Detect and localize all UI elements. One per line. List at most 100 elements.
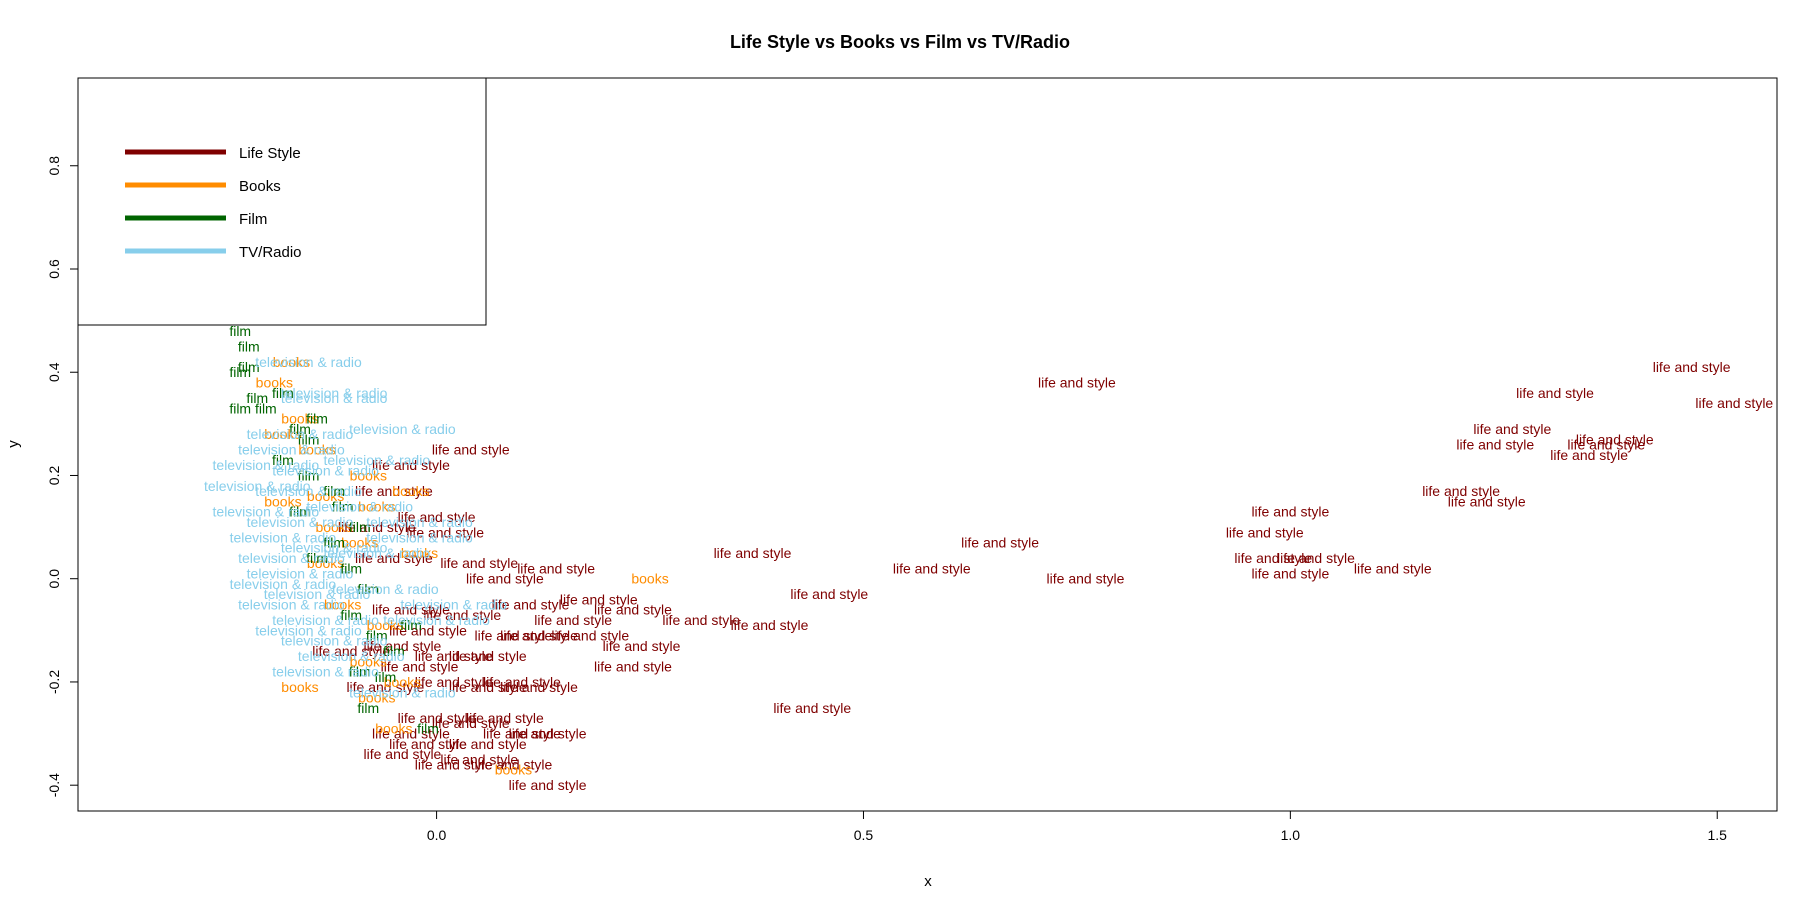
data-point: film	[229, 400, 251, 416]
y-tick-label: 0.4	[46, 362, 62, 382]
data-point: life and style	[346, 679, 424, 695]
data-point: books	[401, 545, 438, 561]
data-point: television & radio	[400, 597, 507, 613]
legend-label: Books	[239, 178, 281, 195]
data-point: television & radio	[213, 457, 320, 473]
data-point: television & radio	[247, 426, 354, 442]
data-point: film	[340, 560, 362, 576]
data-point: life and style	[714, 545, 792, 561]
data-point: books	[281, 411, 318, 427]
data-point: books	[367, 617, 404, 633]
data-point: life and style	[338, 519, 416, 535]
data-point: television & radio	[238, 442, 345, 458]
data-point: books	[256, 375, 293, 391]
data-point: books	[350, 653, 387, 669]
data-point: life and style	[1550, 447, 1628, 463]
data-point: books	[495, 762, 532, 778]
data-point: film	[289, 504, 311, 520]
legend-label: Film	[239, 211, 267, 228]
data-point: books	[392, 483, 429, 499]
data-point: film	[246, 390, 268, 406]
data-point: books	[341, 535, 378, 551]
x-axis-label: x	[924, 873, 932, 890]
data-point: life and style	[500, 679, 578, 695]
data-point: life and style	[398, 710, 476, 726]
data-point: life and style	[1567, 437, 1645, 453]
data-point: film	[238, 338, 260, 354]
data-point: film	[349, 664, 371, 680]
data-point: life and style	[1448, 493, 1526, 509]
data-point: television & radio	[272, 612, 379, 628]
data-point: film	[238, 359, 260, 375]
data-point: life and style	[466, 571, 544, 587]
data-point: life and style	[440, 555, 518, 571]
x-tick-label: 1.5	[1708, 827, 1728, 843]
data-point: television & radio	[349, 684, 456, 700]
data-point: life and style	[483, 726, 561, 742]
data-point: film	[349, 519, 371, 535]
data-point: life and style	[1516, 385, 1594, 401]
data-point: life and style	[1226, 524, 1304, 540]
data-point: life and style	[1277, 550, 1355, 566]
data-point: film	[229, 323, 251, 339]
y-tick-label: 0.0	[46, 569, 62, 589]
data-point: life and style	[773, 700, 851, 716]
data-point: television & radio	[255, 622, 362, 638]
data-point: television & radio	[324, 545, 431, 561]
data-point: television & radio	[281, 385, 388, 401]
data-point: life and style	[534, 612, 612, 628]
data-point: books	[298, 442, 335, 458]
legend-label: Life Style	[239, 145, 301, 162]
data-point: television & radio	[230, 576, 337, 592]
data-point: life and style	[603, 638, 681, 654]
data-point: life and style	[449, 648, 527, 664]
data-point: books	[264, 493, 301, 509]
data-point: television & radio	[281, 390, 388, 406]
data-point: life and style	[466, 710, 544, 726]
data-point: life and style	[731, 617, 809, 633]
x-tick-label: 0.0	[427, 827, 447, 843]
data-point: life and style	[475, 627, 553, 643]
data-point: life and style	[449, 736, 527, 752]
y-tick-label: 0.6	[46, 259, 62, 279]
data-point: life and style	[1576, 431, 1654, 447]
data-point: film	[306, 411, 328, 427]
data-point: life and style	[398, 509, 476, 525]
x-tick-label: 0.5	[854, 827, 874, 843]
data-point: television & radio	[383, 612, 490, 628]
data-point: life and style	[312, 643, 390, 659]
data-point: television & radio	[255, 354, 362, 370]
data-point: film	[332, 498, 354, 514]
data-point: life and style	[594, 658, 672, 674]
data-point: film	[417, 720, 439, 736]
data-point: life and style	[449, 679, 527, 695]
data-point: life and style	[389, 736, 467, 752]
data-point: books	[358, 689, 395, 705]
data-point: books	[307, 488, 344, 504]
y-tick-label: 0.2	[46, 466, 62, 486]
data-point: television & radio	[255, 483, 362, 499]
data-point: television & radio	[238, 550, 345, 566]
data-point: film	[298, 467, 320, 483]
data-point: life and style	[372, 457, 450, 473]
data-point: life and style	[415, 674, 493, 690]
data-point: film	[374, 669, 396, 685]
x-tick-label: 1.0	[1281, 827, 1301, 843]
data-point: life and style	[415, 757, 493, 773]
data-point: life and style	[1038, 375, 1116, 391]
data-point: books	[315, 519, 352, 535]
data-point: television & radio	[238, 597, 345, 613]
data-point: television & radio	[281, 633, 388, 649]
data-point: film	[298, 431, 320, 447]
data-point: life and style	[500, 627, 578, 643]
data-point: life and style	[432, 715, 510, 731]
data-point: film	[366, 627, 388, 643]
data-point: television & radio	[272, 664, 379, 680]
legend-label: TV/Radio	[239, 244, 302, 261]
data-point: books	[307, 555, 344, 571]
data-point: life and style	[355, 550, 433, 566]
data-point: life and style	[1653, 359, 1731, 375]
data-point: life and style	[560, 591, 638, 607]
